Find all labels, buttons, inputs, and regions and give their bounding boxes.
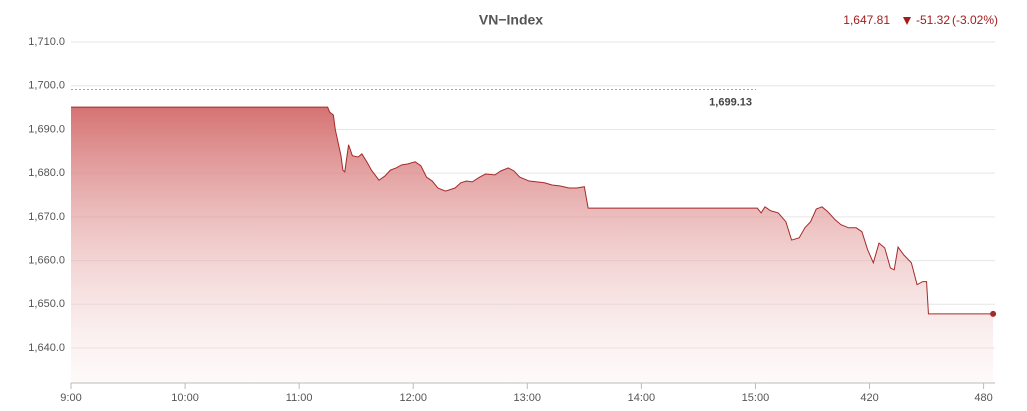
y-tick-label: 1,680.0	[28, 167, 65, 179]
x-tick-label: 9:00	[60, 392, 81, 404]
down-arrow	[903, 17, 911, 25]
y-tick-label: 1,670.0	[28, 211, 65, 223]
change-value: -51.32	[916, 13, 950, 27]
reference-label: 1,699.13	[709, 96, 752, 108]
x-tick-label: 12:00	[399, 392, 427, 404]
x-tick-label: 480	[974, 392, 992, 404]
x-tick-label: 14:00	[628, 392, 656, 404]
last-point	[990, 310, 997, 317]
plot: 1,699.13	[71, 89, 997, 384]
x-tick-label: 10:00	[171, 392, 199, 404]
y-tick-label: 1,660.0	[28, 255, 65, 267]
y-tick-label: 1,710.0	[28, 36, 65, 48]
chart-title: VN−Index	[479, 12, 543, 28]
y-tick-label: 1,650.0	[28, 298, 65, 310]
y-tick-label: 1,690.0	[28, 123, 65, 135]
x-tick-label: 13:00	[514, 392, 542, 404]
area-fill	[71, 107, 994, 384]
last-value: 1,647.81	[843, 13, 890, 27]
y-tick-label: 1,640.0	[28, 342, 65, 354]
y-tick-label: 1,700.0	[28, 80, 65, 92]
change-percent: (-3.02%)	[952, 13, 998, 27]
x-tick-label: 11:00	[286, 392, 313, 404]
price-line	[71, 106, 994, 315]
x-tick-label: 15:00	[742, 392, 770, 404]
axes: 1,640.0 1,650.0 1,660.0 1,670.0 1,680.0 1,690…	[28, 36, 995, 404]
x-tick-label: 420	[860, 392, 878, 404]
